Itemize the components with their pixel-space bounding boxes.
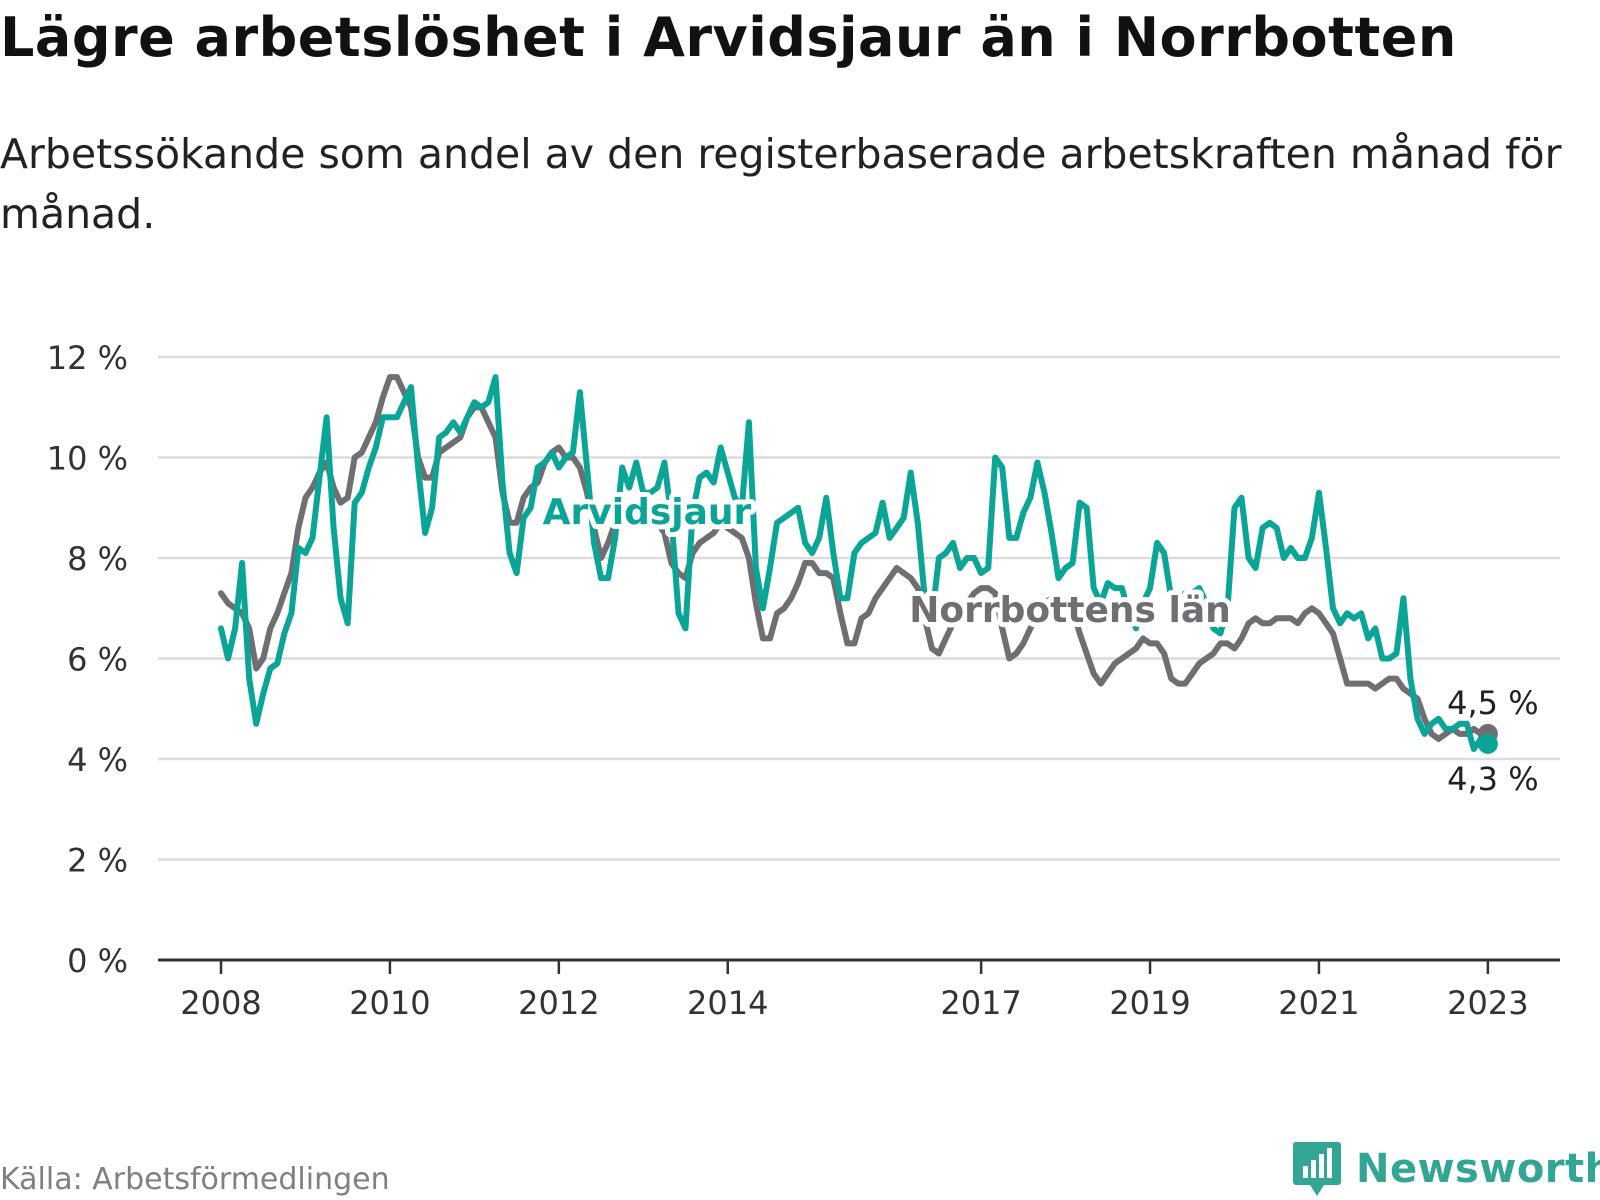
- x-tick-label: 2008: [180, 984, 261, 1022]
- arvidsjaur-label-halo: Arvidsjaur: [543, 492, 752, 533]
- y-tick-label: 2 %: [67, 842, 128, 880]
- arvidsjaur-end-value: 4,3 %: [1447, 760, 1538, 798]
- x-tick-label: 2021: [1278, 984, 1359, 1022]
- arvidsjaur-line: [218, 374, 1491, 752]
- chart-title: Lägre arbetslöshet i Arvidsjaur än i Nor…: [0, 6, 1457, 69]
- y-tick-label: 10 %: [47, 440, 128, 478]
- norrbotten-label-halo: Norrbottens län: [909, 590, 1231, 631]
- arvidsjaur-label: Arvidsjaur: [543, 492, 752, 533]
- chart-subtitle: Arbetssökande som andel av den registerb…: [0, 130, 1562, 238]
- newsworthy-logo: Newsworthy: [1292, 1140, 1600, 1198]
- y-tick-label: 12 %: [47, 339, 128, 377]
- x-tick-label: 2023: [1447, 984, 1528, 1022]
- x-tick-label: 2019: [1109, 984, 1190, 1022]
- norrbotten-line: [218, 374, 1491, 742]
- y-tick-label: 4 %: [67, 741, 128, 779]
- newsworthy-bar-chart-icon: [1293, 1142, 1341, 1196]
- x-tick-label: 2010: [349, 984, 430, 1022]
- x-tick-label: 2012: [518, 984, 599, 1022]
- y-tick-label: 0 %: [67, 942, 128, 980]
- arvidsjaur-end-point: [1477, 733, 1498, 754]
- norrbotten-label: Norrbottens län: [909, 590, 1231, 631]
- y-tick-label: 6 %: [67, 641, 128, 679]
- norrbotten-end-value: 4,5 %: [1447, 684, 1538, 722]
- source-note: Källa: Arbetsförmedlingen: [0, 1162, 390, 1197]
- y-tick-label: 8 %: [67, 540, 128, 578]
- x-tick-label: 2014: [687, 984, 768, 1022]
- brand-name: Newsworthy: [1356, 1146, 1600, 1192]
- x-tick-label: 2017: [940, 984, 1021, 1022]
